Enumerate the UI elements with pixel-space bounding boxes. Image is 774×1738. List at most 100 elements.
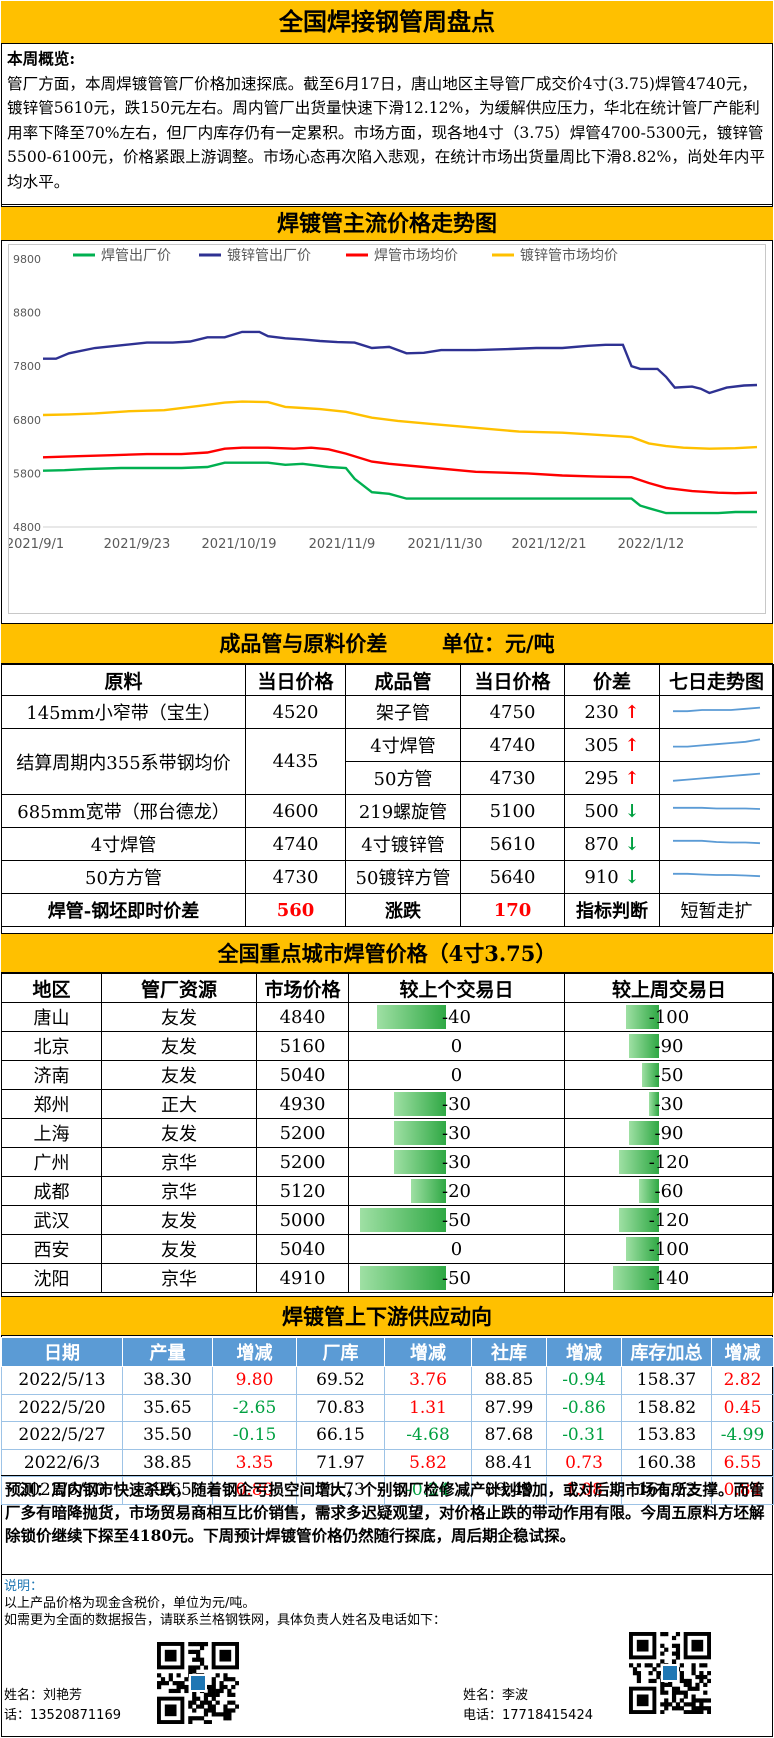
qr-module xyxy=(671,1635,677,1641)
city-name: 郑州 xyxy=(1,1089,102,1119)
supply-header: 日期 xyxy=(1,1337,123,1367)
x-tick-label: 2021/11/9 xyxy=(309,537,376,552)
supply-change: 0.84 xyxy=(711,1476,774,1505)
city-header: 较上个交易日 xyxy=(348,973,565,1003)
spread-product: 4寸焊管 xyxy=(345,728,461,762)
city-price: 4910 xyxy=(256,1263,349,1293)
change-bar xyxy=(629,1121,659,1145)
arrow-down-icon: ↓ xyxy=(624,866,640,888)
sparkline-line xyxy=(672,772,760,782)
qr-module xyxy=(157,1684,162,1690)
qr-module xyxy=(656,1663,661,1668)
change-bar xyxy=(612,1266,659,1290)
city-change-day-cell: 0 xyxy=(348,1060,565,1090)
qr-code-icon[interactable] xyxy=(629,1632,711,1714)
qr-module xyxy=(691,1663,696,1668)
city-change-week-cell: -100 xyxy=(564,1234,774,1264)
spread-row: 685mm宽带（邢台德龙） 4600 219螺旋管 5100 500 ↓ xyxy=(1,794,774,828)
qr-module xyxy=(699,1698,704,1703)
qr-module xyxy=(176,1684,181,1690)
city-price: 5000 xyxy=(256,1205,349,1235)
y-tick-label: 5800 xyxy=(13,467,41,480)
city-change-day-cell: -30 xyxy=(348,1147,565,1177)
arrow-up-icon: ↑ xyxy=(624,701,640,723)
qr-finder xyxy=(164,1704,177,1717)
supply-change: 6.55 xyxy=(711,1448,774,1477)
qr-finder xyxy=(691,1639,704,1652)
city-name: 济南 xyxy=(1,1060,102,1090)
legend-label: 镀锌管出厂价 xyxy=(227,247,311,264)
qr-module xyxy=(196,1649,201,1655)
spread-row: 4寸焊管 4740 4寸镀锌管 5610 870 ↓ xyxy=(1,827,774,861)
qr-code-icon[interactable] xyxy=(157,1642,239,1724)
qr-module xyxy=(188,1649,193,1655)
city-name: 武汉 xyxy=(1,1205,102,1235)
supply-header: 增减 xyxy=(384,1337,472,1367)
supply-change: -0.86 xyxy=(546,1393,622,1422)
qr-module xyxy=(207,1692,212,1697)
qr-module xyxy=(644,1663,649,1668)
city-price: 5160 xyxy=(256,1031,349,1061)
y-tick-label: 9800 xyxy=(13,253,41,266)
qr-module xyxy=(192,1657,197,1662)
spread-material: 145mm小窄带（宝生） xyxy=(1,695,246,729)
change-bar xyxy=(625,1005,659,1029)
qr-module xyxy=(683,1694,688,1699)
qr-module xyxy=(227,1688,232,1694)
supply-header: 库存加总 xyxy=(621,1337,712,1367)
qr-module xyxy=(691,1671,696,1676)
supply-mill-stock: 66.15 xyxy=(296,1421,385,1450)
qr-module xyxy=(176,1688,181,1694)
qr-module xyxy=(703,1698,708,1703)
city-name: 沈阳 xyxy=(1,1263,102,1293)
notes-line: 以上产品价格为现金含税价，单位为元/吨。 xyxy=(4,1596,256,1611)
city-change-week: -100 xyxy=(648,1006,690,1028)
spread-section-title: 成品管与原料价差 单位：元/吨 xyxy=(1,623,773,664)
qr-module xyxy=(695,1682,700,1687)
sparkline-line xyxy=(672,839,760,844)
contact-name: 姓名：李波 xyxy=(463,1688,529,1703)
spread-product-price: 4750 xyxy=(460,695,565,729)
spread-footer-value: 560 xyxy=(245,893,346,927)
qr-module xyxy=(660,1651,665,1656)
supply-output: 35.65 xyxy=(122,1393,213,1422)
spread-material-price: 4600 xyxy=(245,794,346,828)
qr-module xyxy=(192,1696,197,1701)
change-bar xyxy=(376,1005,446,1029)
y-tick-label: 7800 xyxy=(13,360,41,373)
qr-module xyxy=(636,1671,642,1676)
city-source: 正大 xyxy=(101,1089,257,1119)
spread-footer-value: 短暂走扩 xyxy=(659,893,774,927)
qr-module xyxy=(636,1663,642,1668)
x-tick-label: 2021/9/1 xyxy=(9,537,64,552)
city-price-table: 地区 管厂资源 市场价格 较上个交易日 较上周交易日 唐山 友发 4840 -40 -1… xyxy=(1,973,774,1293)
city-source: 友发 xyxy=(101,1234,257,1264)
qr-module xyxy=(188,1700,193,1705)
supply-output: 38.85 xyxy=(122,1448,213,1477)
spread-header: 价差 xyxy=(564,664,660,696)
qr-module xyxy=(636,1678,642,1684)
qr-module xyxy=(207,1708,212,1713)
city-header: 地区 xyxy=(1,973,102,1003)
supply-header-row: 日期 产量 增减 厂库 增减 社库 增减 库存加总 增减 xyxy=(1,1337,774,1367)
city-change-week: -120 xyxy=(648,1209,690,1231)
supply-total-stock: 158.37 xyxy=(621,1366,712,1395)
supply-total-stock: 160.38 xyxy=(621,1448,712,1477)
city-row: 沈阳 京华 4910 -50 -140 xyxy=(1,1263,774,1293)
qr-module xyxy=(227,1677,232,1682)
city-row: 西安 友发 5040 0 -100 xyxy=(1,1234,774,1264)
city-change-day-cell: 0 xyxy=(348,1234,565,1264)
price-trend-svg: 4800 5800 6800 7800 8800 9800 2021/9/1 2021/9/2… xyxy=(6,247,758,552)
supply-output: 35.50 xyxy=(122,1421,213,1450)
spread-product: 架子管 xyxy=(345,695,461,729)
city-price: 5200 xyxy=(256,1118,349,1148)
city-source: 友发 xyxy=(101,1002,257,1032)
qr-module xyxy=(199,1661,205,1666)
qr-module xyxy=(188,1665,193,1670)
qr-module xyxy=(192,1649,197,1655)
city-change-day-cell: -50 xyxy=(348,1263,565,1293)
qr-module xyxy=(656,1671,661,1676)
qr-module xyxy=(203,1720,209,1724)
spread-footer-label: 涨跌 xyxy=(345,893,461,927)
qr-module xyxy=(203,1692,209,1697)
